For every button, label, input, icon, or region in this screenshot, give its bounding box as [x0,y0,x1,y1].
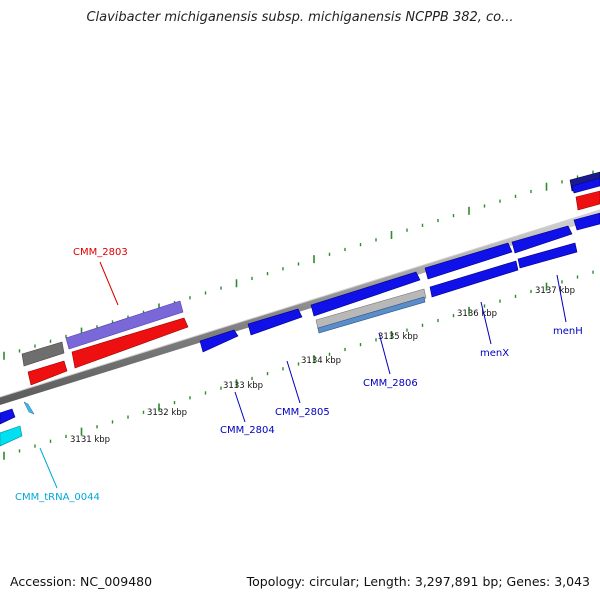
gene-feature[interactable] [317,296,426,334]
gene-feature[interactable] [511,225,573,254]
gene-feature[interactable] [0,408,16,425]
tick-label: 3131 kbp [70,435,110,445]
gene-feature[interactable] [310,271,421,317]
gene-label-menx[interactable]: menX [480,348,509,359]
gene-feature[interactable] [424,242,513,280]
gene-feature[interactable] [71,317,189,369]
gene-label-cmm-trna-0044[interactable]: CMM_tRNA_0044 [15,492,100,503]
tick-label: 3137 kbp [535,286,575,296]
gene-feature[interactable] [65,300,184,350]
gene-feature[interactable] [27,360,68,386]
label-leaders [39,261,567,489]
accession-text: Accession: NC_009480 [10,574,153,589]
gene-feature[interactable] [247,308,303,336]
leader-line [378,332,391,375]
tick-label: 3133 kbp [223,381,263,391]
gene-feature[interactable] [315,288,427,330]
tick-label: 3136 kbp [457,309,497,319]
leader-line [480,301,492,345]
gene-feature[interactable] [517,242,578,269]
leader-line [39,447,58,489]
gene-feature[interactable] [0,425,23,447]
gene-label-menh[interactable]: menH [553,326,583,337]
map-title: Clavibacter michiganensis subsp. michiga… [86,10,514,25]
trna-feature[interactable] [23,401,35,415]
gene-label-cmm-2804[interactable]: CMM_2804 [220,425,275,436]
gene-feature[interactable] [429,260,519,298]
gene-label-cmm-2806[interactable]: CMM_2806 [363,378,418,389]
tick-label: 3135 kbp [378,332,418,342]
tick-label: 3132 kbp [147,408,187,418]
gene-feature[interactable] [21,341,65,367]
leader-line [556,274,567,323]
backbone [0,210,600,405]
inner-dotted-track [3,270,594,460]
topology-text: Topology: circular; Length: 3,297,891 bp… [246,574,590,589]
gene-feature[interactable] [571,177,600,194]
gene-feature[interactable] [199,329,239,353]
leader-line [234,391,246,423]
gene-label-cmm-2803[interactable]: CMM_2803 [73,247,128,258]
tick-label: 3134 kbp [301,356,341,366]
tick-labels: 3131 kbp 3132 kbp 3133 kbp 3134 kbp 3135… [70,286,575,445]
gene-feature[interactable] [575,190,600,211]
leader-line [286,360,301,404]
gene-label-cmm-2805[interactable]: CMM_2805 [275,407,330,418]
gene-labels: CMM_2803 CMM_tRNA_0044 CMM_2804 CMM_2805… [15,247,583,503]
leader-line [99,261,119,306]
backbone-highlight [0,209,600,398]
gene-feature[interactable] [573,212,600,231]
